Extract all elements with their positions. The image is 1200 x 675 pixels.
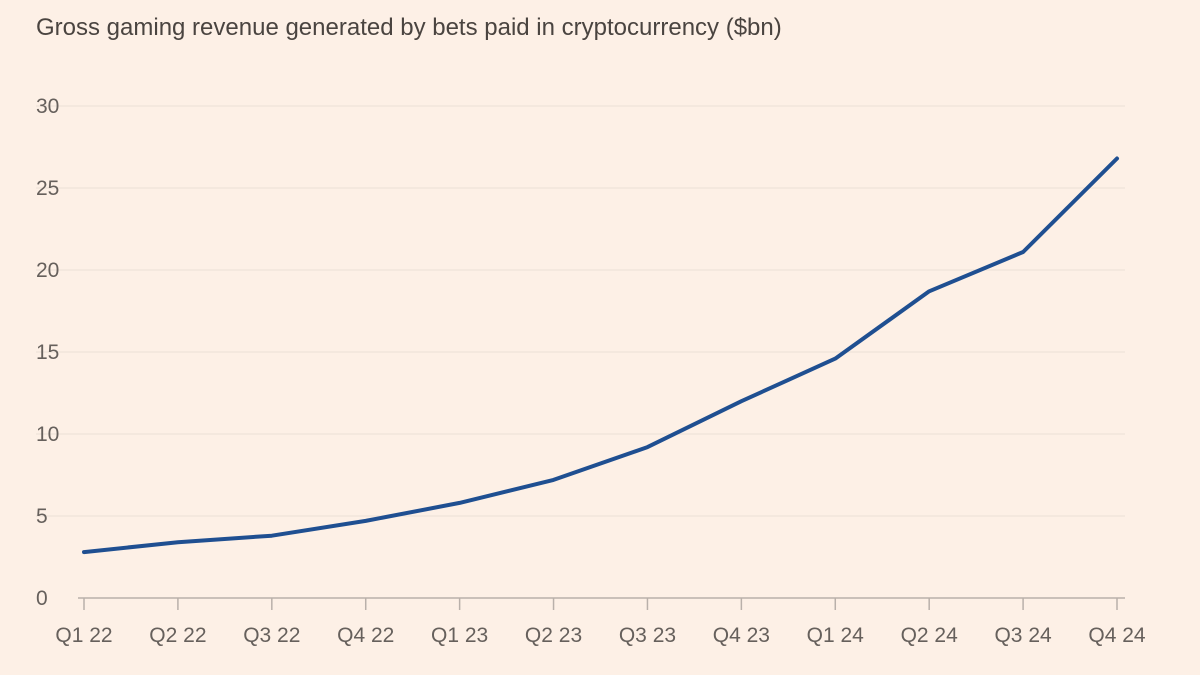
y-tick-label: 10: [36, 423, 59, 446]
x-tick-label: Q2 24: [901, 624, 959, 647]
x-tick-label: Q1 23: [431, 624, 488, 647]
x-tick-label: Q3 22: [243, 624, 300, 647]
x-tick-label: Q4 22: [337, 624, 394, 647]
x-tick-label: Q1 22: [55, 624, 112, 647]
x-tick-label: Q2 23: [525, 624, 582, 647]
x-tick-label: Q4 24: [1088, 624, 1146, 647]
x-tick-label: Q4 23: [713, 624, 770, 647]
axes: 0 5 10 15 20 25 30 Q1 22 Q2 22 Q3 22 Q4 22 Q1 23 Q2 …: [36, 95, 1146, 647]
x-tick-label: Q3 24: [994, 624, 1052, 647]
y-tick-label: 0: [36, 587, 48, 610]
series: [82, 156, 1119, 555]
series-line: [82, 156, 1119, 555]
x-tick-label: Q3 23: [619, 624, 676, 647]
y-tick-label: 5: [36, 505, 48, 528]
y-tick-label: 25: [36, 177, 59, 200]
gridlines: [36, 105, 1125, 517]
y-tick-label: 20: [36, 259, 59, 282]
y-tick-label: 30: [36, 95, 59, 118]
y-tick-label: 15: [36, 341, 59, 364]
x-tick-label: Q2 22: [149, 624, 206, 647]
x-tick-label: Q1 24: [807, 624, 865, 647]
chart-title: Gross gaming revenue generated by bets p…: [36, 14, 782, 41]
